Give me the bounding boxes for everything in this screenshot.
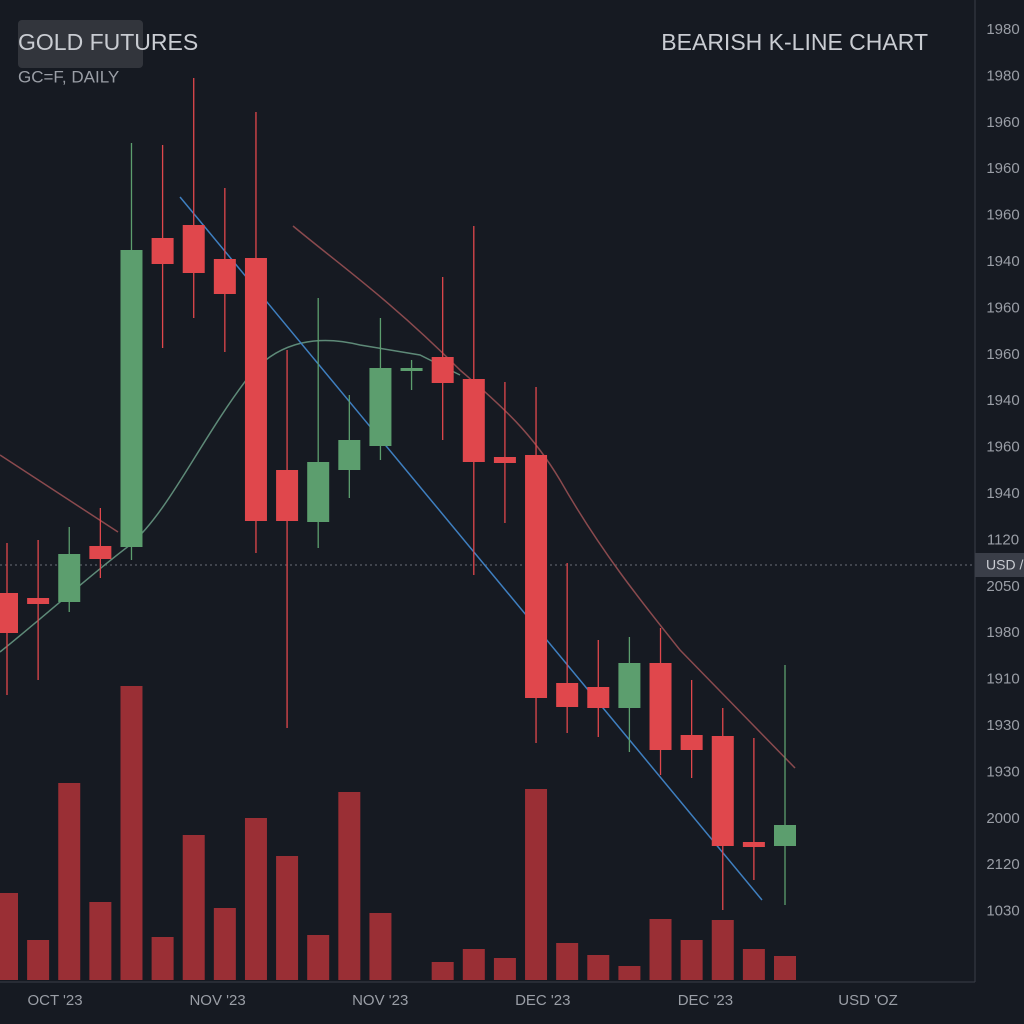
candle-body [462,379,485,462]
candle-body [369,368,392,446]
chart-subtitle: GC=F, DAILY [18,67,119,86]
candle-body [276,470,299,521]
candle-body [774,825,796,846]
volume-bar [556,943,579,980]
x-axis-label: NOV '23 [189,992,245,1009]
volume-bar [89,902,112,980]
x-axis-label: NOV '23 [352,992,408,1009]
candle-body [525,455,548,698]
y-axis-label: 1980 [986,624,1019,641]
y-axis-label: 2050 [986,578,1019,595]
y-axis-label: 1120 [987,531,1019,548]
volume-bar [774,956,796,980]
chart-heading: BEARISH K-LINE CHART [661,29,928,55]
candle-body [680,735,703,750]
volume-bar [182,835,205,980]
y-axis-label: 1940 [986,253,1019,270]
y-axis-label: 1960 [986,114,1019,131]
candle-body [618,663,641,708]
y-axis-label: 1960 [986,160,1019,177]
volume-bar [120,686,143,980]
candle-body [307,462,330,522]
price-tag-box [975,553,1024,577]
candle-body [556,683,579,707]
volume-bar [244,818,267,980]
y-axis-label: 1030 [986,903,1019,920]
candle-body [338,440,361,470]
y-axis-label: 2120 [986,856,1019,873]
volume-bar [742,949,765,980]
candle-body [27,598,50,604]
volume-bar [276,856,299,980]
y-axis-label: 1930 [986,763,1019,780]
y-axis-label: 1940 [986,392,1019,409]
x-axis-label: USD 'OZ [838,992,898,1009]
candle-body [182,225,205,273]
volume-bar [680,940,703,980]
x-axis-label: OCT '23 [27,992,82,1009]
candle-body [493,457,516,463]
volume-bar [431,962,454,980]
volume-bar [587,955,610,980]
volume-bar [649,919,672,980]
x-axis-label: DEC '23 [515,992,570,1009]
y-axis-label: 1960 [986,299,1019,316]
volume-bar [493,958,516,980]
candle-body [0,593,18,633]
chart-title: GOLD FUTURES [18,29,198,55]
watermark-box [18,20,143,68]
volume-bar [525,789,548,980]
candle-body [400,368,423,371]
volume-bar [462,949,485,980]
y-axis-label: 1940 [986,485,1019,502]
candle-body [244,258,267,521]
y-axis-label: 1930 [986,717,1019,734]
candle-body [649,663,672,750]
volume-bar [213,908,236,980]
x-axis-label: DEC '23 [678,992,733,1009]
y-axis-label: 1980 [986,67,1019,84]
y-axis-label: 1960 [986,439,1019,456]
volume-bar [338,792,361,980]
moving-average [0,454,119,533]
candle-body [120,250,143,547]
candle-body [431,357,454,383]
candle-body [711,736,734,846]
candle-body [587,687,610,708]
volume-bar [618,966,641,980]
candle-body [89,546,112,559]
candle-body [742,842,765,847]
candle-body [151,238,174,264]
volume-bar [27,940,50,980]
y-axis-label: 1960 [986,346,1019,363]
volume-bar [711,920,734,980]
price-tag: USD / [986,557,1023,573]
candle-body [213,259,236,294]
volume-bar [0,893,18,980]
volume-bar [369,913,392,980]
y-axis-label: 1980 [986,21,1019,38]
y-axis-label: 1910 [986,671,1019,688]
trend-line [179,196,763,901]
y-axis-label: 2000 [986,810,1019,827]
volume-bar [307,935,330,980]
volume-bar [151,937,174,980]
volume-bar [58,783,81,980]
moving-average [292,225,796,769]
candle-body [58,554,81,602]
y-axis-label: 1960 [986,207,1019,224]
